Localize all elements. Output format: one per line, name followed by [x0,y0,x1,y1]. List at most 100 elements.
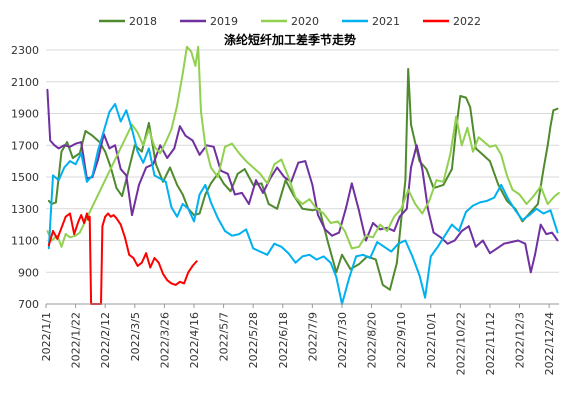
data-point [372,222,374,224]
y-axis-ticks: 700 900 1100 1300 1500 1700 1900 2100 2300 [11,44,39,311]
data-point [80,152,83,155]
data-point [407,68,410,70]
data-point [358,209,360,212]
data-point [374,258,377,261]
data-point [276,166,278,169]
data-point [301,255,304,258]
data-point [383,245,386,248]
data-point [343,230,346,232]
data-point [262,192,264,194]
data-point [107,212,109,215]
data-point [74,234,77,237]
data-point [493,196,496,199]
data-point [260,182,263,185]
data-point [87,219,90,221]
data-point [432,231,435,234]
data-point [47,247,50,250]
data-point [69,160,71,163]
data-point [549,209,552,212]
legend-label: 2022 [453,15,481,28]
data-point [200,111,202,113]
data-point [259,250,262,253]
data-point [136,131,139,134]
data-point [331,234,333,237]
data-point [355,255,357,258]
data-point [424,296,426,299]
data-point [212,145,215,148]
data-point [545,233,548,236]
data-point [467,225,470,228]
y-tick-label: 1100 [11,235,39,248]
data-point [537,203,539,205]
x-tick-label: 2022/8/20 [366,312,379,368]
data-point [494,144,497,147]
data-point [451,223,453,226]
legend-item-2020: 2020 [261,15,319,28]
data-point [91,174,94,177]
data-point [60,226,63,229]
data-point [56,238,59,240]
data-point [287,252,290,255]
data-point [83,222,85,224]
data-point [69,236,71,239]
data-point [229,190,232,193]
data-point [455,115,457,118]
data-point [179,280,181,283]
data-point [217,176,219,178]
data-point [556,231,559,234]
data-point [482,153,484,156]
data-point [126,172,129,175]
x-tick-label: 2022/2/12 [99,312,112,368]
y-tick-label: 2300 [11,44,39,57]
data-point [47,244,50,247]
data-point [241,192,243,194]
data-point [466,126,469,129]
data-point [442,180,445,183]
data-point [153,145,156,148]
data-point [222,182,225,185]
data-point [47,199,50,202]
data-point [217,217,219,220]
data-point [86,180,88,183]
data-point [294,196,297,199]
data-point [436,245,439,248]
data-point [74,163,77,166]
data-point [451,168,453,171]
data-point [181,72,184,75]
data-point [114,144,116,147]
data-point [301,207,304,210]
y-tick-label: 1700 [11,139,39,152]
data-point [407,188,410,191]
data-point [198,193,201,196]
data-point [335,271,338,274]
data-point [238,152,241,155]
data-point [311,184,314,186]
data-point [52,230,54,232]
data-point [187,207,190,210]
data-point [280,245,283,248]
data-point [510,241,512,244]
data-point [558,192,560,194]
data-point [166,157,169,159]
data-point [46,88,49,91]
data-point [410,123,412,126]
x-tick-label: 2022/1/22 [70,312,83,368]
data-point [362,253,364,256]
data-point [449,152,452,155]
data-point [489,252,491,255]
data-point [301,203,304,205]
data-point [404,179,407,182]
data-point [66,141,68,144]
data-point [524,242,527,245]
legend-item-2021: 2021 [342,15,400,28]
data-point [474,245,477,248]
data-point [365,234,367,237]
data-point [338,231,340,234]
data-point [198,153,201,156]
data-point [224,145,226,148]
data-point [469,106,472,109]
data-point [248,203,250,205]
x-tick-label: 2022/9/10 [395,312,408,368]
data-point [183,282,186,285]
